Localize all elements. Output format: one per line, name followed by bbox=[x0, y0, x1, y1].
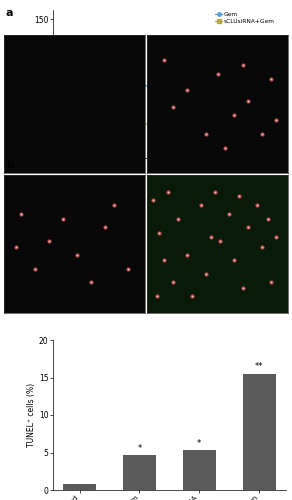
Text: b: b bbox=[6, 160, 14, 170]
Gem bbox=[129, 74, 132, 80]
Text: *: * bbox=[137, 444, 142, 452]
Line: Gem: Gem bbox=[69, 64, 252, 120]
Text: a: a bbox=[6, 8, 13, 18]
Legend: Gem, sCLUsiRNA+Gem: Gem, sCLUsiRNA+Gem bbox=[213, 10, 277, 26]
Text: **: ** bbox=[239, 140, 247, 149]
Bar bbox=[123, 455, 156, 490]
Gem bbox=[248, 116, 252, 122]
sCLUsiRNA+Gem bbox=[69, 62, 72, 68]
sCLUsiRNA+Gem bbox=[189, 139, 192, 145]
Text: **: ** bbox=[179, 133, 187, 142]
Text: **: ** bbox=[255, 362, 263, 372]
Gem bbox=[189, 106, 192, 112]
Text: *: * bbox=[121, 109, 125, 118]
Bar bbox=[183, 450, 216, 490]
Y-axis label: Survival rate (%): Survival rate (%) bbox=[23, 52, 32, 116]
sCLUsiRNA+Gem bbox=[129, 115, 132, 121]
Bar bbox=[243, 374, 276, 490]
Line: sCLUsiRNA+Gem: sCLUsiRNA+Gem bbox=[69, 64, 252, 151]
sCLUsiRNA+Gem bbox=[248, 146, 252, 152]
Gem bbox=[69, 62, 72, 68]
Text: *: * bbox=[197, 439, 201, 448]
Y-axis label: TUNEL⁺ cells (%): TUNEL⁺ cells (%) bbox=[27, 383, 36, 447]
Bar bbox=[63, 484, 96, 490]
